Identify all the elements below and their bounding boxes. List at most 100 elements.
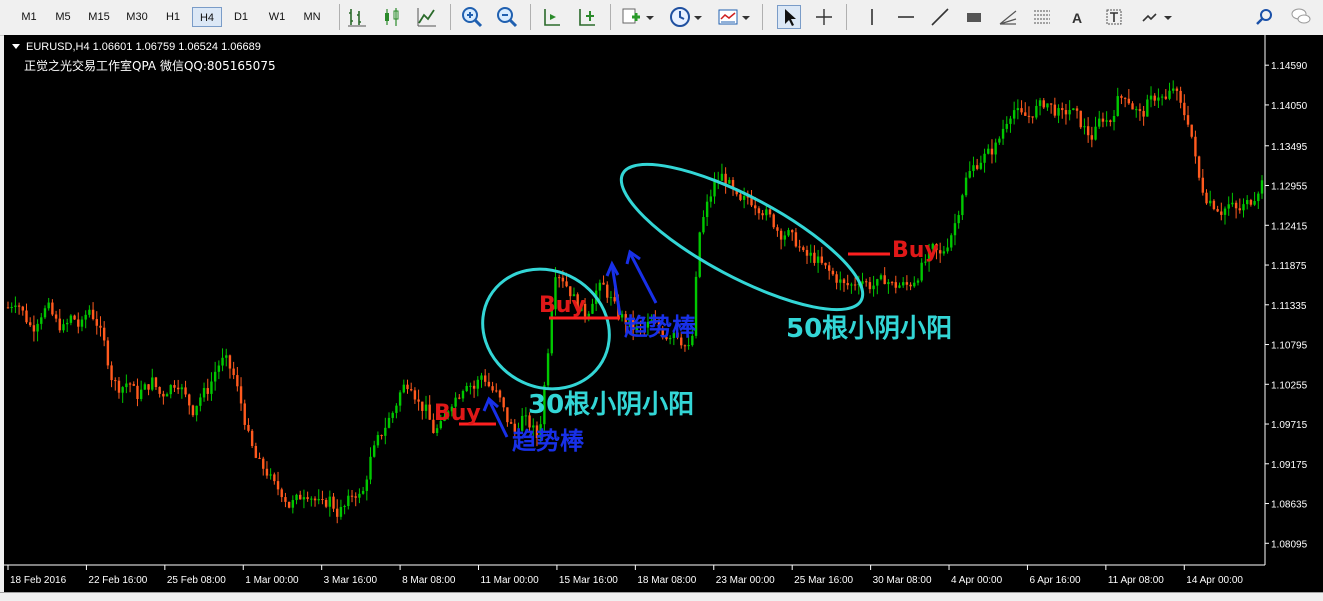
periods-clock-icon[interactable]	[668, 5, 692, 29]
timeframe-w1-button[interactable]: W1	[268, 11, 286, 23]
candle-body	[1131, 103, 1134, 110]
candle-body	[1238, 208, 1242, 211]
candle-body	[1031, 116, 1034, 118]
candle-body	[879, 275, 883, 280]
candle-body	[236, 375, 239, 387]
candle-body	[546, 353, 550, 386]
horizontal-line-icon[interactable]	[894, 5, 918, 29]
line-chart-icon[interactable]	[415, 5, 439, 29]
fibonacci-retracement-icon[interactable]	[1030, 5, 1054, 29]
candle-body	[47, 302, 50, 309]
consolidation-30-label: 30根小阴小阳	[528, 390, 694, 420]
timeframe-m30-button[interactable]: M30	[126, 11, 148, 23]
candle-body	[136, 385, 139, 399]
timeframe-h1-button[interactable]: H1	[165, 11, 181, 23]
candle-body	[964, 177, 968, 196]
candlestick-chart-icon[interactable]	[380, 5, 404, 29]
candle-body	[805, 249, 809, 256]
trend-bar-label-1: 趋势棒	[512, 427, 585, 455]
chevron-down-icon[interactable]	[740, 5, 752, 29]
candle-body	[961, 195, 964, 216]
candle-body	[395, 405, 398, 413]
candle-body	[772, 214, 775, 228]
candle-body	[69, 315, 73, 323]
candle-body	[550, 309, 553, 354]
candle-body	[1105, 120, 1108, 122]
trendline-icon[interactable]	[928, 5, 952, 29]
price-chart[interactable]: 1.14590 1.14050 1.13495 1.12955 1.12415 1.118…	[4, 35, 1323, 592]
zoom-out-icon[interactable]	[495, 5, 519, 29]
candle-body	[265, 468, 269, 476]
rectangle-icon[interactable]	[962, 5, 986, 29]
chevron-down-icon[interactable]	[1162, 5, 1174, 29]
timeframe-h4-button[interactable]: H4	[192, 7, 222, 27]
zoom-in-icon[interactable]	[460, 5, 484, 29]
candle-body	[543, 385, 546, 425]
chart-shift-icon[interactable]	[575, 5, 599, 29]
candle-body	[36, 323, 39, 332]
candle-body	[709, 196, 713, 202]
candle-body	[458, 397, 461, 399]
candle-body	[128, 383, 132, 385]
cursor-icon[interactable]	[777, 5, 801, 29]
candle-body	[302, 497, 306, 500]
vertical-line-icon[interactable]	[860, 5, 884, 29]
templates-icon[interactable]	[716, 5, 740, 29]
candle-body	[539, 424, 542, 439]
fibonacci-fan-icon[interactable]	[996, 5, 1020, 29]
candle-body	[232, 368, 235, 376]
candle-body	[410, 389, 413, 391]
chat-icon[interactable]	[1289, 5, 1313, 29]
candle-body	[994, 142, 997, 155]
price-label: 1.10795	[1271, 341, 1308, 352]
candle-body	[953, 223, 957, 236]
candle-body	[665, 336, 668, 340]
candle-body	[480, 375, 483, 380]
candle-body	[380, 435, 383, 437]
indicators-icon[interactable]	[620, 5, 644, 29]
arrows-icon[interactable]	[1138, 5, 1162, 29]
candle-body	[443, 416, 446, 422]
candle-body	[1231, 202, 1234, 205]
candle-body	[720, 173, 724, 181]
text-label-icon[interactable]	[1102, 5, 1126, 29]
timeframe-m1-button[interactable]: M1	[21, 11, 37, 23]
candle-body	[202, 388, 206, 398]
timeframe-m15-button[interactable]: M15	[88, 11, 110, 23]
candle-body	[62, 324, 65, 331]
candle-body	[938, 250, 942, 254]
candle-body	[909, 284, 912, 287]
candle-body	[846, 283, 849, 286]
time-label: 18 Mar 08:00	[637, 575, 696, 586]
timeframe-m5-button[interactable]: M5	[55, 11, 71, 23]
candle-body	[221, 357, 224, 366]
candle-body	[557, 277, 561, 279]
candle-body	[262, 458, 265, 469]
candle-body	[487, 381, 491, 387]
crosshair-icon[interactable]	[812, 5, 836, 29]
search-icon[interactable]	[1253, 5, 1277, 29]
chevron-down-icon[interactable]	[692, 5, 704, 29]
candle-body	[676, 332, 679, 338]
symbol-menu-icon[interactable]	[12, 44, 20, 49]
candle-body	[291, 500, 295, 508]
auto-scroll-icon[interactable]	[540, 5, 564, 29]
candle-body	[435, 428, 439, 433]
chevron-down-icon[interactable]	[644, 5, 656, 29]
candle-body	[469, 385, 472, 387]
candle-body	[465, 385, 468, 392]
candle-body	[258, 457, 261, 459]
price-label: 1.10255	[1271, 380, 1308, 391]
timeframe-mn-button[interactable]: MN	[303, 11, 321, 23]
candle-body	[1168, 90, 1171, 99]
chart-window[interactable]: 1.14590 1.14050 1.13495 1.12955 1.12415 1.118…	[4, 35, 1323, 592]
candle-body	[950, 235, 953, 248]
candle-body	[791, 230, 794, 233]
candle-body	[1090, 135, 1094, 140]
candle-body	[328, 496, 332, 507]
candle-body	[350, 495, 354, 497]
text-icon[interactable]: A	[1066, 5, 1090, 29]
timeframe-d1-button[interactable]: D1	[233, 11, 249, 23]
bar-chart-icon[interactable]	[345, 5, 369, 29]
candle-body	[91, 309, 95, 320]
